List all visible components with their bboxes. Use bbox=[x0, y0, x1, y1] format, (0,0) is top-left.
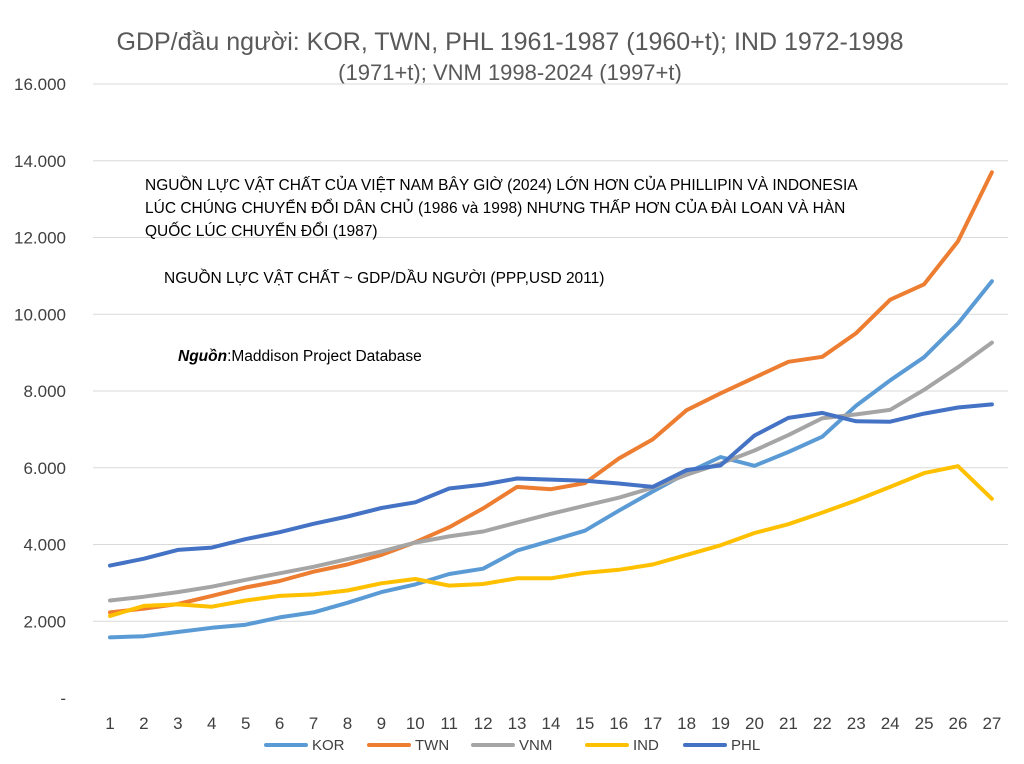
legend-label: KOR bbox=[312, 737, 345, 754]
y-tick-label: 8.000 bbox=[23, 382, 66, 401]
y-tick-label: 2.000 bbox=[23, 612, 66, 631]
legend-label: IND bbox=[633, 737, 659, 754]
x-tick-label: 12 bbox=[474, 714, 493, 733]
series-line-vnm bbox=[108, 340, 994, 603]
annotation-paragraph-line-2: LÚC CHÚNG CHUYỂN ĐỔI DÂN CHỦ (1986 và 19… bbox=[145, 199, 845, 217]
x-tick-label: 5 bbox=[241, 714, 250, 733]
y-tick-label: 6.000 bbox=[23, 459, 66, 478]
x-tick-label: 14 bbox=[541, 714, 560, 733]
x-tick-label: 20 bbox=[745, 714, 764, 733]
x-tick-label: 15 bbox=[575, 714, 594, 733]
y-tick-label: 14.000 bbox=[14, 152, 66, 171]
gridlines bbox=[93, 83, 1008, 622]
x-tick-label: 23 bbox=[847, 714, 866, 733]
legend-label: TWN bbox=[415, 737, 449, 754]
x-tick-label: 4 bbox=[207, 714, 216, 733]
x-tick-label: 17 bbox=[643, 714, 662, 733]
y-tick-label: 12.000 bbox=[14, 229, 66, 248]
series-lines bbox=[108, 170, 994, 640]
annotation-paragraph-line-1: NGUỒN LỰC VẬT CHẤT CỦA VIỆT NAM BÂY GIỜ … bbox=[145, 176, 858, 194]
x-tick-label: 26 bbox=[949, 714, 968, 733]
legend-label: PHL bbox=[731, 737, 760, 754]
series-line-phl bbox=[108, 402, 994, 568]
x-tick-label: 1 bbox=[105, 714, 114, 733]
x-tick-label: 7 bbox=[309, 714, 318, 733]
x-tick-label: 22 bbox=[813, 714, 832, 733]
x-tick-label: 8 bbox=[343, 714, 352, 733]
legend-label: VNM bbox=[519, 737, 552, 754]
y-axis-tick-labels: - 2.000 4.000 6.000 8.000 10.000 12.000 14.000 1… bbox=[14, 75, 66, 708]
legend: KOR TWN VNM IND PHL bbox=[264, 737, 760, 754]
chart-title-line-1: GDP/đầu người: KOR, TWN, PHL 1961-1987 (… bbox=[117, 28, 904, 56]
x-tick-label: 24 bbox=[881, 714, 900, 733]
x-tick-label: 3 bbox=[173, 714, 182, 733]
series-line-twn bbox=[108, 170, 994, 615]
series-line-ind bbox=[108, 464, 994, 618]
series-line-kor bbox=[108, 279, 994, 640]
x-axis-tick-labels: 1 2 3 4 5 6 7 8 9 10 11 12 13 14 15 16 17 18 19 20 21 22 23 24 2… bbox=[105, 714, 1001, 733]
y-tick-label: - bbox=[60, 689, 66, 708]
x-tick-label: 6 bbox=[275, 714, 284, 733]
x-tick-label: 13 bbox=[508, 714, 527, 733]
x-tick-label: 27 bbox=[982, 714, 1001, 733]
annotation-proxy-note: NGUỒN LỰC VẬT CHẤT ~ GDP/DẦU NGƯỜI (PPP,… bbox=[164, 269, 604, 287]
chart-title-line-2: (1971+t); VNM 1998-2024 (1997+t) bbox=[338, 60, 682, 85]
annotation-source-label: Nguồn bbox=[178, 348, 227, 365]
y-tick-label: 4.000 bbox=[23, 536, 66, 555]
x-tick-label: 19 bbox=[711, 714, 730, 733]
annotation-source-text: :Maddison Project Database bbox=[227, 348, 422, 365]
x-tick-label: 21 bbox=[779, 714, 798, 733]
x-tick-label: 16 bbox=[609, 714, 628, 733]
x-tick-label: 18 bbox=[677, 714, 696, 733]
y-tick-label: 16.000 bbox=[14, 75, 66, 94]
x-tick-label: 10 bbox=[406, 714, 425, 733]
x-tick-label: 2 bbox=[139, 714, 148, 733]
x-tick-label: 11 bbox=[440, 714, 458, 733]
annotation-source: Nguồn:Maddison Project Database bbox=[178, 348, 422, 365]
y-tick-label: 10.000 bbox=[14, 305, 66, 324]
annotation-paragraph-line-3: QUỐC LÚC CHUYỂN ĐỔI (1987) bbox=[145, 222, 378, 240]
x-tick-label: 9 bbox=[377, 714, 386, 733]
x-tick-label: 25 bbox=[915, 714, 934, 733]
